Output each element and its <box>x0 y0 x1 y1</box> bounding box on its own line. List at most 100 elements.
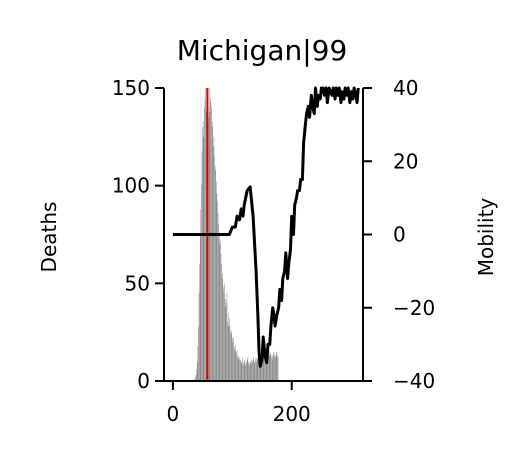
deaths-bar <box>233 345 235 381</box>
deaths-bar <box>235 345 236 381</box>
deaths-bar <box>260 357 262 381</box>
deaths-bar <box>249 363 251 381</box>
y2-axis-label: Mobility <box>474 198 498 277</box>
y2-tick-label: 20 <box>393 149 418 173</box>
deaths-bar <box>227 322 228 381</box>
deaths-bar <box>209 111 210 381</box>
deaths-bar <box>273 353 274 381</box>
deaths-bar <box>276 351 278 381</box>
deaths-bar <box>242 365 244 381</box>
deaths-bar <box>267 353 268 381</box>
deaths-bar <box>195 375 197 381</box>
deaths-bar <box>208 117 209 382</box>
deaths-bar <box>272 355 273 381</box>
deaths-bar <box>204 97 206 382</box>
deaths-bar <box>214 166 216 381</box>
deaths-bar <box>239 357 240 381</box>
deaths-bar <box>267 355 269 381</box>
deaths-bar <box>227 312 229 381</box>
deaths-bar <box>218 234 220 381</box>
deaths-bar <box>244 359 246 381</box>
deaths-bar <box>277 355 279 381</box>
deaths-bar <box>250 361 251 381</box>
deaths-bar <box>197 361 198 381</box>
deaths-bar <box>201 150 203 381</box>
deaths-bar <box>257 357 259 381</box>
deaths-bar <box>230 334 232 381</box>
deaths-bar <box>236 353 237 381</box>
deaths-bar <box>202 127 203 381</box>
deaths-bar <box>265 351 267 381</box>
deaths-bar <box>277 357 278 381</box>
deaths-bar <box>234 349 235 381</box>
deaths-bar <box>240 359 241 381</box>
deaths-bar <box>235 351 237 381</box>
deaths-bar <box>239 361 241 381</box>
deaths-bar <box>211 127 213 381</box>
deaths-bar <box>271 359 273 381</box>
deaths-bar <box>232 341 234 381</box>
deaths-bar <box>197 345 199 381</box>
deaths-bar <box>213 136 215 381</box>
deaths-bar <box>251 363 253 381</box>
deaths-bar <box>242 357 243 381</box>
mobility-series <box>172 86 360 368</box>
deaths-bar <box>210 101 212 382</box>
deaths-bar <box>276 353 277 381</box>
deaths-bar <box>275 355 276 381</box>
deaths-bar <box>245 365 246 381</box>
left-ticks: 0 50 100 150 <box>112 76 164 393</box>
deaths-bar <box>221 273 223 381</box>
deaths-bar <box>262 355 264 381</box>
deaths-bar <box>246 357 248 381</box>
deaths-bar <box>270 353 272 381</box>
deaths-bar <box>256 361 257 381</box>
right-ticks: −40 −20 0 20 40 <box>363 76 435 393</box>
y-tick-label: 100 <box>112 174 150 198</box>
deaths-bar <box>248 361 250 381</box>
deaths-bar <box>222 279 224 381</box>
deaths-bar <box>217 213 219 381</box>
deaths-bar <box>214 156 215 381</box>
deaths-bars <box>194 88 279 382</box>
deaths-bar <box>228 326 229 381</box>
deaths-bar <box>232 338 233 381</box>
deaths-bar <box>218 224 219 381</box>
deaths-bar <box>236 349 238 381</box>
deaths-bar <box>264 353 265 381</box>
deaths-bar <box>245 363 247 381</box>
mobility-line <box>172 86 360 368</box>
deaths-bar <box>249 365 250 381</box>
y2-tick-label: 0 <box>393 223 406 247</box>
deaths-bar <box>220 254 222 381</box>
y-tick-label: 0 <box>137 369 150 393</box>
deaths-bar <box>199 263 200 381</box>
deaths-bar <box>217 201 218 381</box>
deaths-bar <box>243 363 244 381</box>
deaths-bar <box>204 107 205 381</box>
bottom-ticks: 0 200 <box>167 381 311 426</box>
deaths-bar <box>215 170 216 381</box>
deaths-bar <box>224 298 226 381</box>
deaths-bar <box>231 330 232 381</box>
deaths-bar <box>258 355 259 381</box>
deaths-bar <box>225 306 227 381</box>
deaths-bar <box>223 287 224 381</box>
deaths-bar <box>198 326 199 381</box>
deaths-bar <box>199 234 201 381</box>
deaths-bar <box>219 244 221 381</box>
deaths-bar <box>259 357 260 381</box>
deaths-bar <box>274 357 276 381</box>
deaths-bar <box>268 351 270 381</box>
deaths-bar <box>205 111 207 381</box>
deaths-bar <box>247 359 249 381</box>
y2-tick-label: −20 <box>393 296 435 320</box>
y-tick-label: 50 <box>125 271 150 295</box>
deaths-bar <box>246 361 247 381</box>
deaths-bar <box>223 293 225 381</box>
deaths-bar <box>254 363 256 381</box>
deaths-bar <box>265 355 266 381</box>
deaths-bar <box>203 136 205 381</box>
y2-tick-label: −40 <box>393 369 435 393</box>
